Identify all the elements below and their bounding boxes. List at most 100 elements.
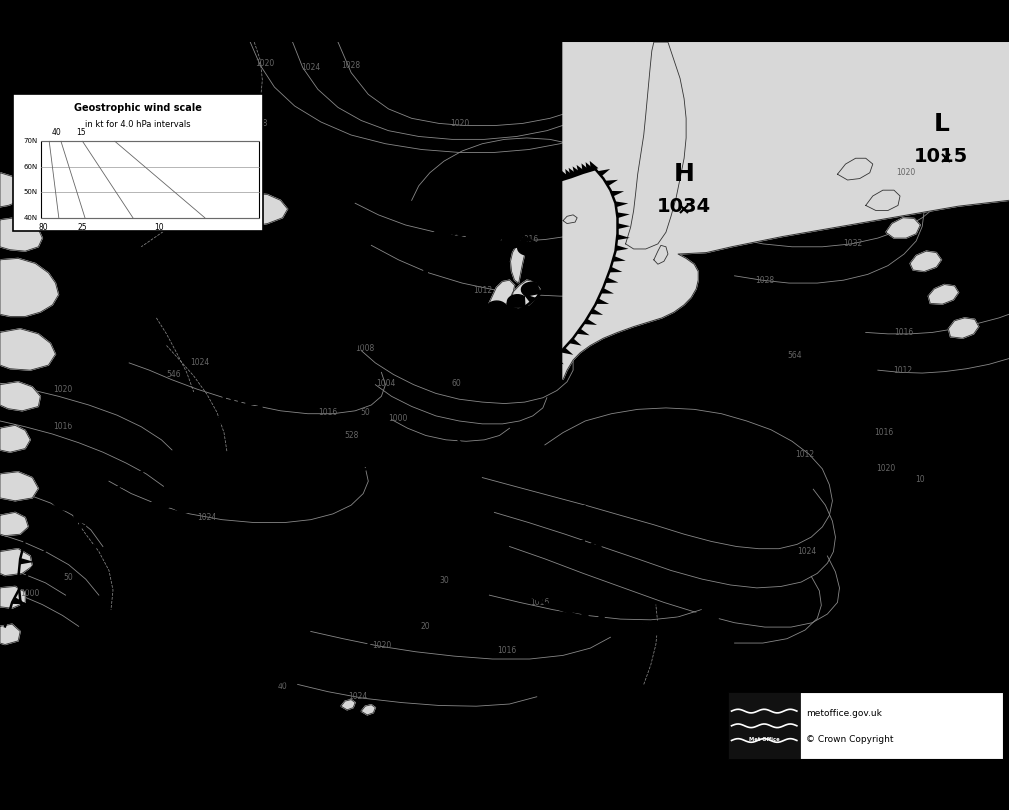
Polygon shape	[549, 598, 560, 608]
Polygon shape	[532, 282, 547, 288]
Polygon shape	[551, 356, 564, 364]
Text: 50: 50	[64, 573, 74, 582]
Polygon shape	[363, 451, 381, 465]
Polygon shape	[442, 220, 459, 232]
Text: 1025: 1025	[203, 535, 257, 554]
Text: L: L	[236, 355, 252, 378]
Polygon shape	[398, 551, 413, 557]
Text: 1011: 1011	[721, 518, 776, 536]
Polygon shape	[569, 339, 581, 346]
Polygon shape	[643, 622, 661, 635]
Polygon shape	[626, 42, 686, 249]
Text: 1024: 1024	[301, 63, 321, 72]
Text: 30: 30	[439, 576, 449, 585]
Polygon shape	[291, 348, 310, 362]
Polygon shape	[70, 497, 89, 511]
Polygon shape	[453, 236, 464, 245]
Text: 1020: 1020	[52, 385, 73, 394]
Polygon shape	[553, 173, 562, 182]
Text: 70N: 70N	[23, 139, 37, 144]
Text: H: H	[220, 500, 240, 524]
Text: L: L	[421, 267, 437, 292]
Text: L: L	[933, 112, 949, 136]
Polygon shape	[521, 585, 534, 595]
Polygon shape	[287, 670, 296, 680]
Polygon shape	[378, 617, 393, 625]
Text: H: H	[567, 504, 587, 528]
Polygon shape	[361, 705, 375, 715]
Polygon shape	[610, 191, 624, 197]
Polygon shape	[151, 461, 165, 471]
Polygon shape	[27, 568, 43, 577]
Polygon shape	[277, 355, 296, 368]
Polygon shape	[561, 170, 570, 180]
Polygon shape	[30, 627, 44, 633]
Polygon shape	[109, 501, 129, 515]
Text: 40N: 40N	[23, 215, 37, 221]
Text: 1028: 1028	[342, 61, 360, 70]
Polygon shape	[45, 645, 60, 653]
Polygon shape	[340, 650, 352, 659]
Text: 1016: 1016	[519, 235, 539, 244]
Polygon shape	[702, 610, 719, 622]
Polygon shape	[609, 266, 623, 272]
Polygon shape	[600, 288, 613, 293]
Polygon shape	[630, 623, 648, 636]
Polygon shape	[522, 283, 540, 296]
Polygon shape	[486, 301, 507, 316]
Polygon shape	[349, 329, 368, 343]
Polygon shape	[618, 224, 631, 229]
Text: 1020: 1020	[371, 642, 391, 650]
Polygon shape	[475, 194, 491, 207]
Polygon shape	[495, 568, 510, 578]
Polygon shape	[7, 612, 23, 620]
Text: Geostrophic wind scale: Geostrophic wind scale	[75, 103, 202, 113]
Text: L: L	[741, 482, 757, 506]
Text: 1012: 1012	[473, 286, 491, 295]
Text: 1019: 1019	[217, 390, 271, 409]
Polygon shape	[436, 484, 451, 490]
Polygon shape	[475, 551, 490, 558]
Text: Forecast chart (T+72) valid 12 UTC MON 29 Apr 2024: Forecast chart (T+72) valid 12 UTC MON 2…	[8, 61, 249, 70]
Polygon shape	[435, 227, 451, 239]
Polygon shape	[536, 180, 546, 189]
Polygon shape	[508, 295, 525, 307]
Polygon shape	[0, 586, 25, 608]
Polygon shape	[0, 258, 59, 317]
Polygon shape	[334, 333, 354, 347]
Polygon shape	[249, 487, 268, 501]
Polygon shape	[525, 185, 534, 194]
Polygon shape	[606, 621, 625, 634]
Polygon shape	[488, 280, 515, 311]
Text: 1024: 1024	[348, 693, 368, 701]
Polygon shape	[563, 42, 1009, 380]
Polygon shape	[866, 190, 900, 211]
Polygon shape	[886, 218, 920, 238]
Polygon shape	[0, 425, 30, 452]
Polygon shape	[697, 612, 713, 625]
Bar	[728, 693, 800, 759]
Polygon shape	[0, 513, 28, 535]
Polygon shape	[305, 343, 324, 356]
Polygon shape	[687, 616, 703, 629]
Bar	[41, 142, 259, 218]
Polygon shape	[167, 450, 183, 460]
Polygon shape	[560, 347, 573, 355]
Text: 1015: 1015	[265, 152, 320, 172]
Text: 1020: 1020	[876, 464, 896, 473]
Polygon shape	[264, 361, 283, 374]
Polygon shape	[679, 617, 696, 630]
Polygon shape	[319, 338, 338, 351]
Polygon shape	[499, 185, 517, 198]
Polygon shape	[528, 254, 547, 268]
Polygon shape	[535, 265, 549, 271]
Text: 997: 997	[366, 454, 407, 472]
Polygon shape	[654, 245, 668, 264]
Text: 1028: 1028	[756, 275, 774, 284]
Polygon shape	[211, 493, 230, 508]
Text: 1016: 1016	[318, 407, 338, 417]
Polygon shape	[572, 166, 582, 176]
Polygon shape	[251, 369, 268, 382]
Text: 15: 15	[76, 128, 86, 137]
Text: L: L	[285, 117, 301, 141]
